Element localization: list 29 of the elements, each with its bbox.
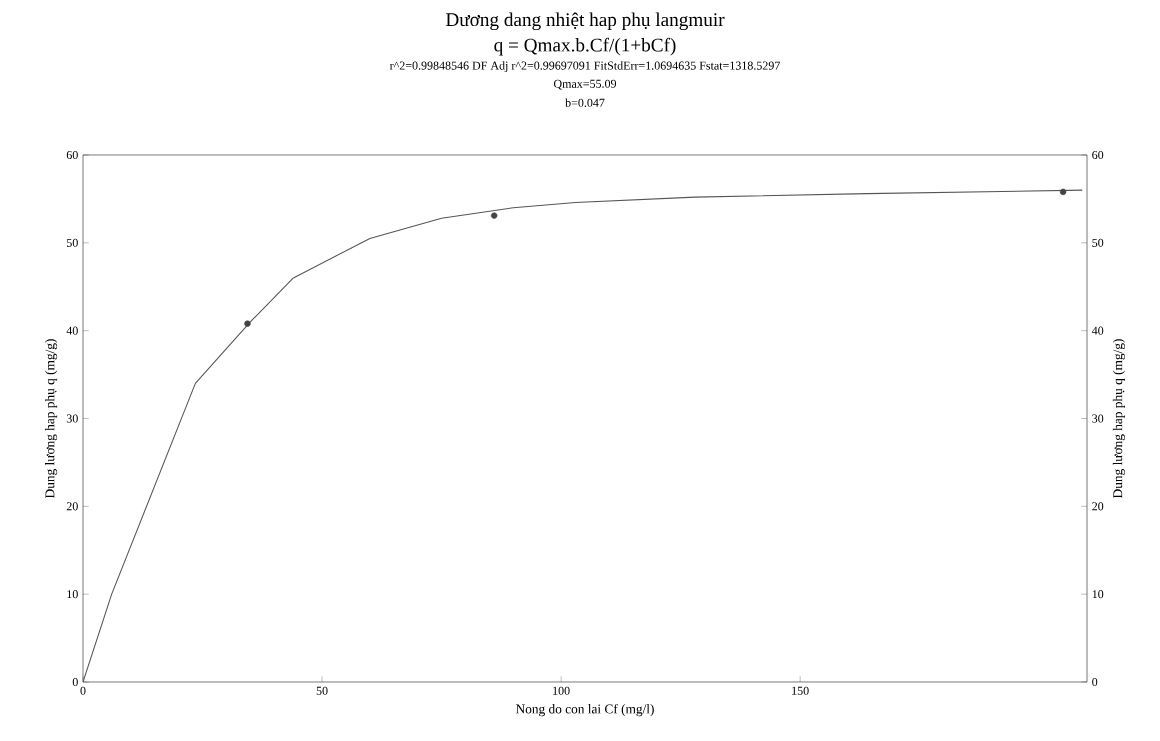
chart-title: Dương dang nhiệt hap phụ langmuir [445, 12, 725, 31]
y2-axis-title: Dung lương hap phụ q (mg/g) [1112, 339, 1126, 499]
y-tick-label: 30 [66, 414, 78, 423]
y-tick-label: 40 [66, 326, 78, 335]
y2-tick-label: 50 [1092, 238, 1104, 247]
y-axis-title: Dung lương hap phụ q (mg/g) [45, 339, 58, 499]
point [490, 212, 498, 219]
y2-tick-label: 20 [1092, 502, 1104, 511]
y2-tick-label: 40 [1091, 326, 1104, 335]
x-tick-label: 100 [553, 686, 570, 695]
y2-tick-label: 10 [1092, 590, 1104, 599]
y-tick-label: 50 [66, 238, 78, 247]
point [1059, 188, 1067, 196]
text: Qmax=55.09 [553, 79, 617, 90]
y-tick-label: 0 [72, 677, 78, 687]
y2-tick-label: 30 [1092, 414, 1104, 423]
x-axis-title: Nong do con lai Cf (mg/l) [515, 703, 654, 717]
y2-tick-label: 60 [1092, 150, 1104, 160]
y2-tick-label: 0 [1092, 677, 1098, 687]
chart-subtitle: q = Qmax.b.Cf/(1+bCf) [494, 37, 676, 56]
y-tick-label: 20 [66, 502, 78, 511]
y-tick-label: 10 [67, 590, 78, 599]
x-tick-label: 50 [316, 686, 328, 695]
text: b=0.047 [565, 98, 605, 107]
x-tick-label: 0 [80, 686, 86, 695]
y-tick-label: 60 [66, 150, 78, 160]
text: r^2=0.99848546 DF Adj r^2=0.99697091 FitStdErr=1.0694635 Fstat=1318.5297 [389, 61, 780, 73]
point [244, 320, 251, 327]
x-tick-label: 150 [792, 686, 809, 695]
